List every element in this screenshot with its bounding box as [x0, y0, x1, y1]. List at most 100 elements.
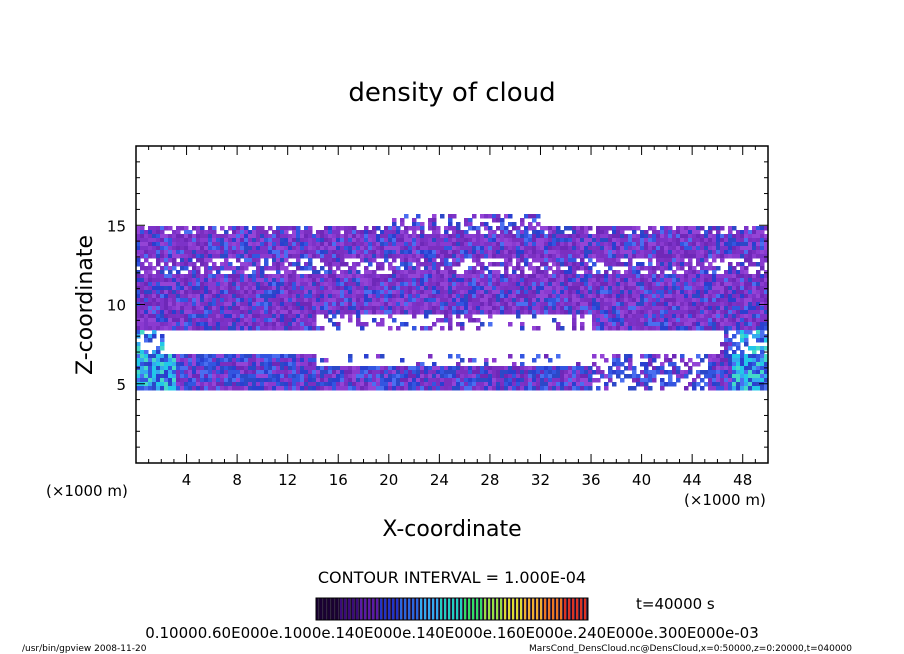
cloud-cell — [488, 242, 493, 247]
cloud-cell — [164, 226, 169, 231]
cloud-cell — [464, 366, 469, 371]
cloud-cell — [652, 354, 657, 359]
cloud-cell — [548, 226, 553, 231]
cloud-cell — [668, 318, 673, 323]
cloud-cell — [268, 254, 273, 259]
cloud-cell — [372, 246, 377, 251]
cloud-cell — [656, 298, 661, 303]
cloud-cell — [300, 302, 305, 307]
cloud-cell — [564, 254, 569, 259]
cloud-cell — [688, 230, 693, 235]
cloud-cell — [708, 262, 713, 267]
cloud-cell — [668, 294, 673, 299]
cloud-cell — [364, 246, 369, 251]
cloud-cell — [364, 226, 369, 231]
cloud-cell — [568, 270, 573, 275]
cloud-cell — [288, 286, 293, 291]
cloud-cell — [156, 366, 161, 371]
cloud-cell — [412, 266, 417, 271]
cloud-cell — [232, 298, 237, 303]
cloud-cell — [752, 274, 757, 279]
cloud-cell — [220, 302, 225, 307]
cloud-cell — [320, 246, 325, 251]
cloud-cell — [500, 374, 505, 379]
cloud-cell — [292, 294, 297, 299]
cloud-cell — [696, 382, 701, 387]
cloud-cell — [704, 306, 709, 311]
cloud-cell — [556, 310, 561, 315]
cloud-cell — [708, 250, 713, 255]
cloud-cell — [324, 250, 329, 255]
cloud-cell — [372, 386, 377, 391]
cloud-cell — [360, 274, 365, 279]
cloud-cell — [696, 354, 701, 359]
cloud-cell — [612, 362, 617, 367]
cloud-cell — [576, 302, 581, 307]
cloud-cell — [184, 314, 189, 319]
cloud-cell — [400, 358, 405, 363]
cloud-cell — [208, 250, 213, 255]
cloud-cell — [748, 330, 753, 335]
cloud-cell — [716, 314, 721, 319]
cloud-cell — [616, 282, 621, 287]
cloud-cell — [544, 306, 549, 311]
cloud-cell — [764, 282, 768, 287]
cloud-cell — [608, 294, 613, 299]
cloud-cell — [732, 366, 737, 371]
cloud-cell — [288, 314, 293, 319]
cloud-cell — [388, 302, 393, 307]
cloud-cell — [288, 310, 293, 315]
cloud-cell — [532, 230, 537, 235]
cloud-cell — [168, 326, 173, 331]
cloud-cell — [460, 310, 465, 315]
cloud-cell — [484, 362, 489, 367]
cloud-cell — [640, 322, 645, 327]
cloud-cell — [728, 370, 733, 375]
cloud-cell — [512, 266, 517, 271]
cloud-cell — [452, 286, 457, 291]
cloud-cell — [744, 290, 749, 295]
cloud-cell — [508, 262, 513, 267]
cloud-cell — [516, 298, 521, 303]
cloud-cell — [600, 290, 605, 295]
cloud-cell — [512, 250, 517, 255]
cloud-cell — [748, 326, 753, 331]
cloud-cell — [156, 374, 161, 379]
cloud-cell — [184, 370, 189, 375]
cloud-cell — [652, 286, 657, 291]
cloud-cell — [256, 262, 261, 267]
cloud-cell — [684, 246, 689, 251]
cloud-cell — [660, 246, 665, 251]
cloud-cell — [416, 310, 421, 315]
cloud-cell — [280, 226, 285, 231]
cloud-cell — [736, 386, 741, 391]
cloud-cell — [436, 310, 441, 315]
cloud-cell — [672, 230, 677, 235]
cloud-cell — [608, 326, 613, 331]
cloud-cell — [676, 250, 681, 255]
cloud-cell — [616, 250, 621, 255]
cloud-cell — [144, 246, 149, 251]
cloud-cell — [256, 358, 261, 363]
cloud-cell — [456, 246, 461, 251]
cloud-cell — [652, 366, 657, 371]
cloud-cell — [648, 302, 653, 307]
cloud-cell — [744, 258, 749, 263]
cloud-cell — [360, 322, 365, 327]
cloud-cell — [304, 254, 309, 259]
cloud-cell — [216, 310, 221, 315]
cloud-cell — [176, 274, 181, 279]
cloud-cell — [468, 282, 473, 287]
cloud-cell — [656, 310, 661, 315]
cloud-cell — [248, 234, 253, 239]
cloud-cell — [740, 278, 745, 283]
cloud-cell — [428, 354, 433, 359]
cloud-cell — [184, 366, 189, 371]
cloud-cell — [396, 298, 401, 303]
cloud-cell — [516, 386, 521, 391]
cloud-cell — [548, 246, 553, 251]
cloud-cell — [148, 326, 153, 331]
cloud-cell — [448, 246, 453, 251]
cloud-cell — [260, 246, 265, 251]
cloud-cell — [428, 294, 433, 299]
